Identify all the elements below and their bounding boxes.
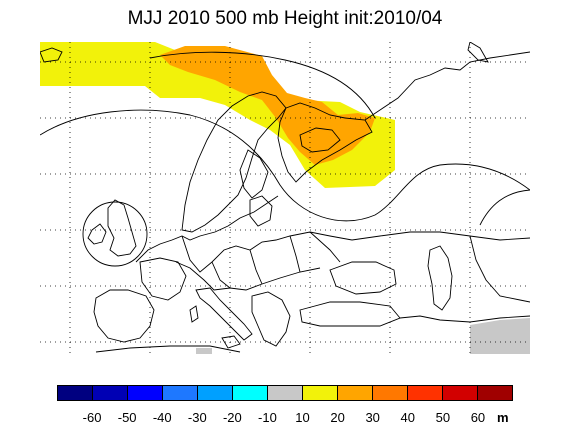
legend-tick-label: -50 <box>117 410 137 425</box>
legend-swatch <box>233 386 268 400</box>
legend-swatch <box>58 386 93 400</box>
legend-tick-label: -20 <box>222 410 242 425</box>
legend-tick-label: -40 <box>152 410 172 425</box>
contour-line-main <box>40 109 530 222</box>
legend-swatch <box>303 386 338 400</box>
legend-swatch <box>198 386 233 400</box>
legend-tick-label: -60 <box>82 410 102 425</box>
legend-swatch <box>163 386 198 400</box>
contour-line-north <box>149 51 376 119</box>
legend-swatch <box>373 386 408 400</box>
legend-swatch <box>93 386 128 400</box>
legend-tick-label: -10 <box>258 410 277 425</box>
color-legend-bar <box>57 385 513 401</box>
legend-swatch <box>128 386 163 400</box>
legend-tick-label: 50 <box>435 410 451 425</box>
contour-loop-west <box>82 201 148 267</box>
contour-line-east <box>479 189 530 226</box>
legend-swatch <box>408 386 443 400</box>
orange-anomaly-area <box>160 46 375 165</box>
legend-swatch <box>443 386 478 400</box>
grey-anomaly-area-southeast <box>470 318 530 354</box>
legend-tick-label: -30 <box>187 410 207 425</box>
grey-anomaly-area-south <box>196 348 212 354</box>
legend-unit: m <box>497 410 509 425</box>
map-title: MJJ 2010 500 mb Height init:2010/04 <box>127 8 443 29</box>
legend-tick-label: 10 <box>295 410 310 425</box>
coastlines <box>40 42 530 353</box>
legend-swatch <box>338 386 373 400</box>
legend-tick-label: 40 <box>400 410 415 425</box>
legend-tick-label: 30 <box>365 410 380 425</box>
legend-swatch <box>478 386 512 400</box>
legend-swatch <box>268 386 303 400</box>
legend-tick-label: 20 <box>330 410 345 425</box>
graticule <box>40 42 530 354</box>
legend-tick-label: 60 <box>470 410 486 425</box>
